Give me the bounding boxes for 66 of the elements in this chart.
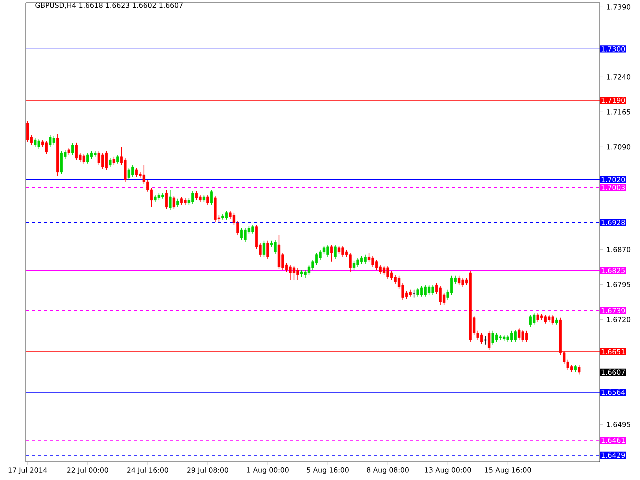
candlestick bbox=[105, 150, 108, 170]
candlestick bbox=[578, 364, 581, 376]
candlestick bbox=[334, 244, 337, 260]
candlestick bbox=[342, 246, 344, 258]
candlestick bbox=[266, 240, 270, 260]
candlestick bbox=[349, 252, 352, 272]
candlestick bbox=[240, 228, 244, 240]
candlestick bbox=[529, 314, 532, 328]
candlestick bbox=[439, 286, 442, 306]
candlestick bbox=[195, 190, 198, 201]
candlestick bbox=[458, 276, 461, 286]
candlestick bbox=[172, 196, 176, 210]
candlestick bbox=[326, 244, 330, 258]
candlestick bbox=[552, 314, 554, 326]
candlestick bbox=[52, 136, 56, 146]
candlestick bbox=[533, 312, 536, 326]
candlestick bbox=[296, 268, 300, 280]
candlestick bbox=[132, 164, 134, 178]
candlestick bbox=[394, 274, 397, 285]
candlestick bbox=[315, 252, 318, 266]
candlestick bbox=[262, 240, 266, 258]
candlestick bbox=[192, 190, 194, 204]
candlestick bbox=[165, 190, 168, 210]
candlestick bbox=[319, 250, 322, 260]
candlestick bbox=[510, 330, 514, 342]
candlestick bbox=[210, 190, 214, 206]
candlestick bbox=[518, 328, 521, 341]
candlestick bbox=[98, 150, 100, 166]
candlestick bbox=[278, 234, 281, 270]
candlestick bbox=[364, 254, 367, 265]
candlestick bbox=[386, 266, 390, 280]
candlestick bbox=[49, 134, 52, 148]
candlestick bbox=[72, 142, 74, 156]
candlestick bbox=[26, 120, 30, 142]
candlestick bbox=[492, 330, 494, 346]
candlestick bbox=[289, 264, 292, 280]
candlestick bbox=[372, 256, 374, 268]
candlestick bbox=[480, 332, 484, 344]
candlestick bbox=[308, 264, 311, 276]
candlestick bbox=[45, 140, 48, 154]
candlestick bbox=[86, 152, 90, 164]
candlestick bbox=[214, 196, 217, 223]
candlestick bbox=[75, 142, 78, 161]
candlestick bbox=[206, 194, 210, 206]
candlestick bbox=[102, 152, 104, 170]
candlestick bbox=[292, 266, 296, 280]
candlestick bbox=[169, 190, 172, 210]
candlestick bbox=[432, 284, 434, 296]
candlestick bbox=[424, 284, 427, 298]
candlestick bbox=[499, 334, 502, 341]
candlestick bbox=[60, 150, 63, 175]
candlestick bbox=[352, 260, 356, 271]
candlestick bbox=[124, 158, 127, 182]
candlestick bbox=[420, 286, 424, 298]
candlestick bbox=[375, 260, 378, 271]
candlestick bbox=[128, 168, 130, 181]
candlestick bbox=[82, 154, 86, 164]
candlestick bbox=[244, 228, 247, 243]
candlestick bbox=[38, 138, 40, 150]
candlestick bbox=[330, 244, 334, 262]
candlestick bbox=[428, 284, 431, 296]
candlestick bbox=[522, 330, 524, 342]
candlestick bbox=[514, 330, 517, 342]
candlestick bbox=[526, 330, 528, 342]
candlestick bbox=[450, 276, 454, 296]
candlestick bbox=[274, 240, 277, 254]
